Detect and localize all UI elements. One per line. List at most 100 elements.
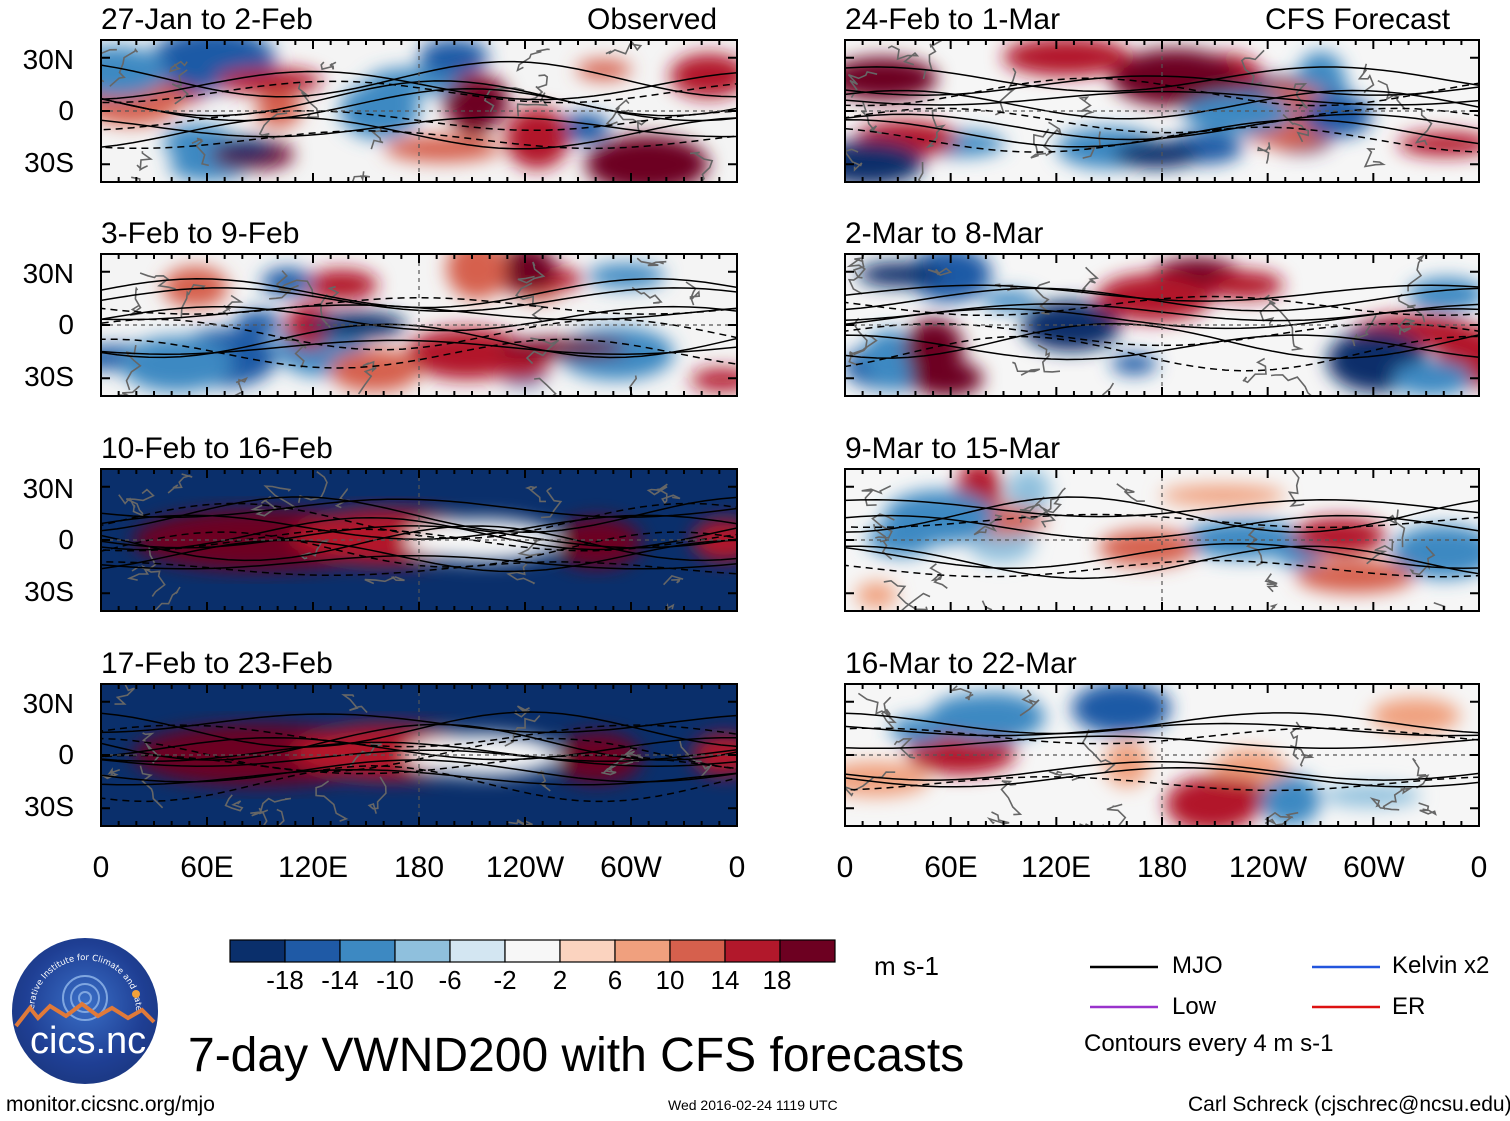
map-panel [100,468,738,612]
lon-label: 120E [1020,851,1092,884]
lon-label: 60E [180,851,234,884]
map-panel [844,253,1480,397]
colorbar-label: 14 [710,965,740,995]
colorbar-swatch [669,939,726,963]
lat-label-eq: 0 [58,309,74,340]
colorbar-units: m s-1 [874,951,939,981]
lon-label: 60W [600,851,662,884]
column-label-forecast: CFS Forecast [1265,3,1451,36]
lat-label-30n: 30N [22,258,74,289]
lat-label-eq: 0 [58,95,74,126]
legend-label-kelvin: Kelvin x2 [1392,952,1490,979]
mjo-contours [101,711,737,803]
lon-label: 0 [1470,851,1488,884]
colorbar-swatch [504,939,561,963]
colorbar-swatch [339,939,396,963]
lon-label: 180 [393,851,445,884]
footer-url: monitor.cicsnc.org/mjo [6,1093,215,1116]
panel-title-right-4: 16-Mar to 22-Mar [845,647,1077,680]
lat-label-eq: 0 [58,739,74,770]
colorbar-swatch [449,939,506,963]
panel-title-right-2: 2-Mar to 8-Mar [845,217,1044,250]
axis-ticks [100,684,738,826]
colorbar-label: 2 [552,965,568,995]
lat-label-30s: 30S [24,361,74,392]
svg-text:Cooperative Institute for Clim: Cooperative Institute for Climate and Sa… [12,938,143,1011]
lat-label-30s: 30S [24,791,74,822]
figure-title: 7-day VWND200 with CFS forecasts [188,1029,965,1082]
lon-label: 120W [485,851,565,884]
axis-ticks [100,40,738,182]
colorbar-label: -2 [493,965,517,995]
axis-ticks [844,469,1480,611]
axis-ticks [100,254,738,396]
footer-timestamp: Wed 2016-02-24 1119 UTC [668,1097,838,1113]
colorbar-swatch [724,939,781,963]
mjo-contours [845,712,1479,792]
colorbar-label: 18 [762,965,792,995]
lon-label: 0 [92,851,110,884]
lat-label-30s: 30S [24,576,74,607]
anomaly-shading [101,254,737,392]
map-panels [100,39,1480,827]
colorbar-swatch [229,939,286,963]
map-panel [100,683,738,827]
cicsnc-logo: Cooperative Institute for Climate and Sa… [12,938,158,1084]
lat-label-30n: 30N [22,473,74,504]
coastlines [861,469,1450,611]
panel-title-right-1: 24-Feb to 1-Mar [845,3,1061,36]
lon-label: 0 [836,851,854,884]
panel-title-left-4: 17-Feb to 23-Feb [101,647,333,680]
logo-text: cics.nc [30,1020,147,1062]
column-label-observed: Observed [587,3,718,36]
colorbar-label: 10 [655,965,685,995]
axis-ticks [844,40,1480,182]
mjo-contours [101,60,737,150]
footer-author: Carl Schreck (cjschrec@ncsu.edu) [1188,1093,1510,1116]
lat-label-30n: 30N [22,688,74,719]
colorbar-swatch [559,939,616,963]
lat-label-eq: 0 [58,524,74,555]
legend-label-low: Low [1172,993,1217,1020]
lon-label: 120W [1228,851,1308,884]
colorbar-label: 6 [607,965,623,995]
map-panel [100,39,738,183]
map-panel [844,39,1480,183]
mjo-contours [845,284,1479,372]
colorbar-swatch [614,939,671,963]
legend-label-er: ER [1392,993,1426,1020]
panel-title-left-3: 10-Feb to 16-Feb [101,432,333,465]
lat-label-30n: 30N [22,44,74,75]
lat-label-30s: 30S [24,147,74,178]
panel-title-left-2: 3-Feb to 9-Feb [101,217,300,250]
colorbar-swatch [394,939,451,963]
mjo-contours [845,66,1479,153]
map-panel [844,468,1480,612]
lon-label: 120E [277,851,349,884]
mjo-contours [845,496,1479,580]
map-panel [100,253,738,397]
legend-note: Contours every 4 m s-1 [1084,1030,1334,1057]
colorbar [229,939,836,963]
mjo-contours [101,496,737,577]
axis-ticks [100,469,738,611]
coastlines [118,257,701,396]
legend-label-mjo: MJO [1172,952,1223,979]
lon-label: 60W [1343,851,1405,884]
panel-title-right-3: 9-Mar to 15-Mar [845,432,1061,465]
lon-label: 0 [728,851,746,884]
colorbar-label: -10 [376,965,414,995]
axis-ticks [844,684,1480,826]
colorbar-swatch [779,939,836,963]
coastlines [101,41,714,182]
colorbar-label: -14 [321,965,359,995]
colorbar-label: -6 [438,965,462,995]
lon-label: 60E [924,851,978,884]
legend-lines [1090,965,1380,1009]
map-panel [844,683,1480,827]
axis-ticks [844,254,1480,396]
coastlines [846,254,1426,396]
anomaly-shading [845,684,1461,826]
panel-title-left-1: 27-Jan to 2-Feb [101,3,313,36]
